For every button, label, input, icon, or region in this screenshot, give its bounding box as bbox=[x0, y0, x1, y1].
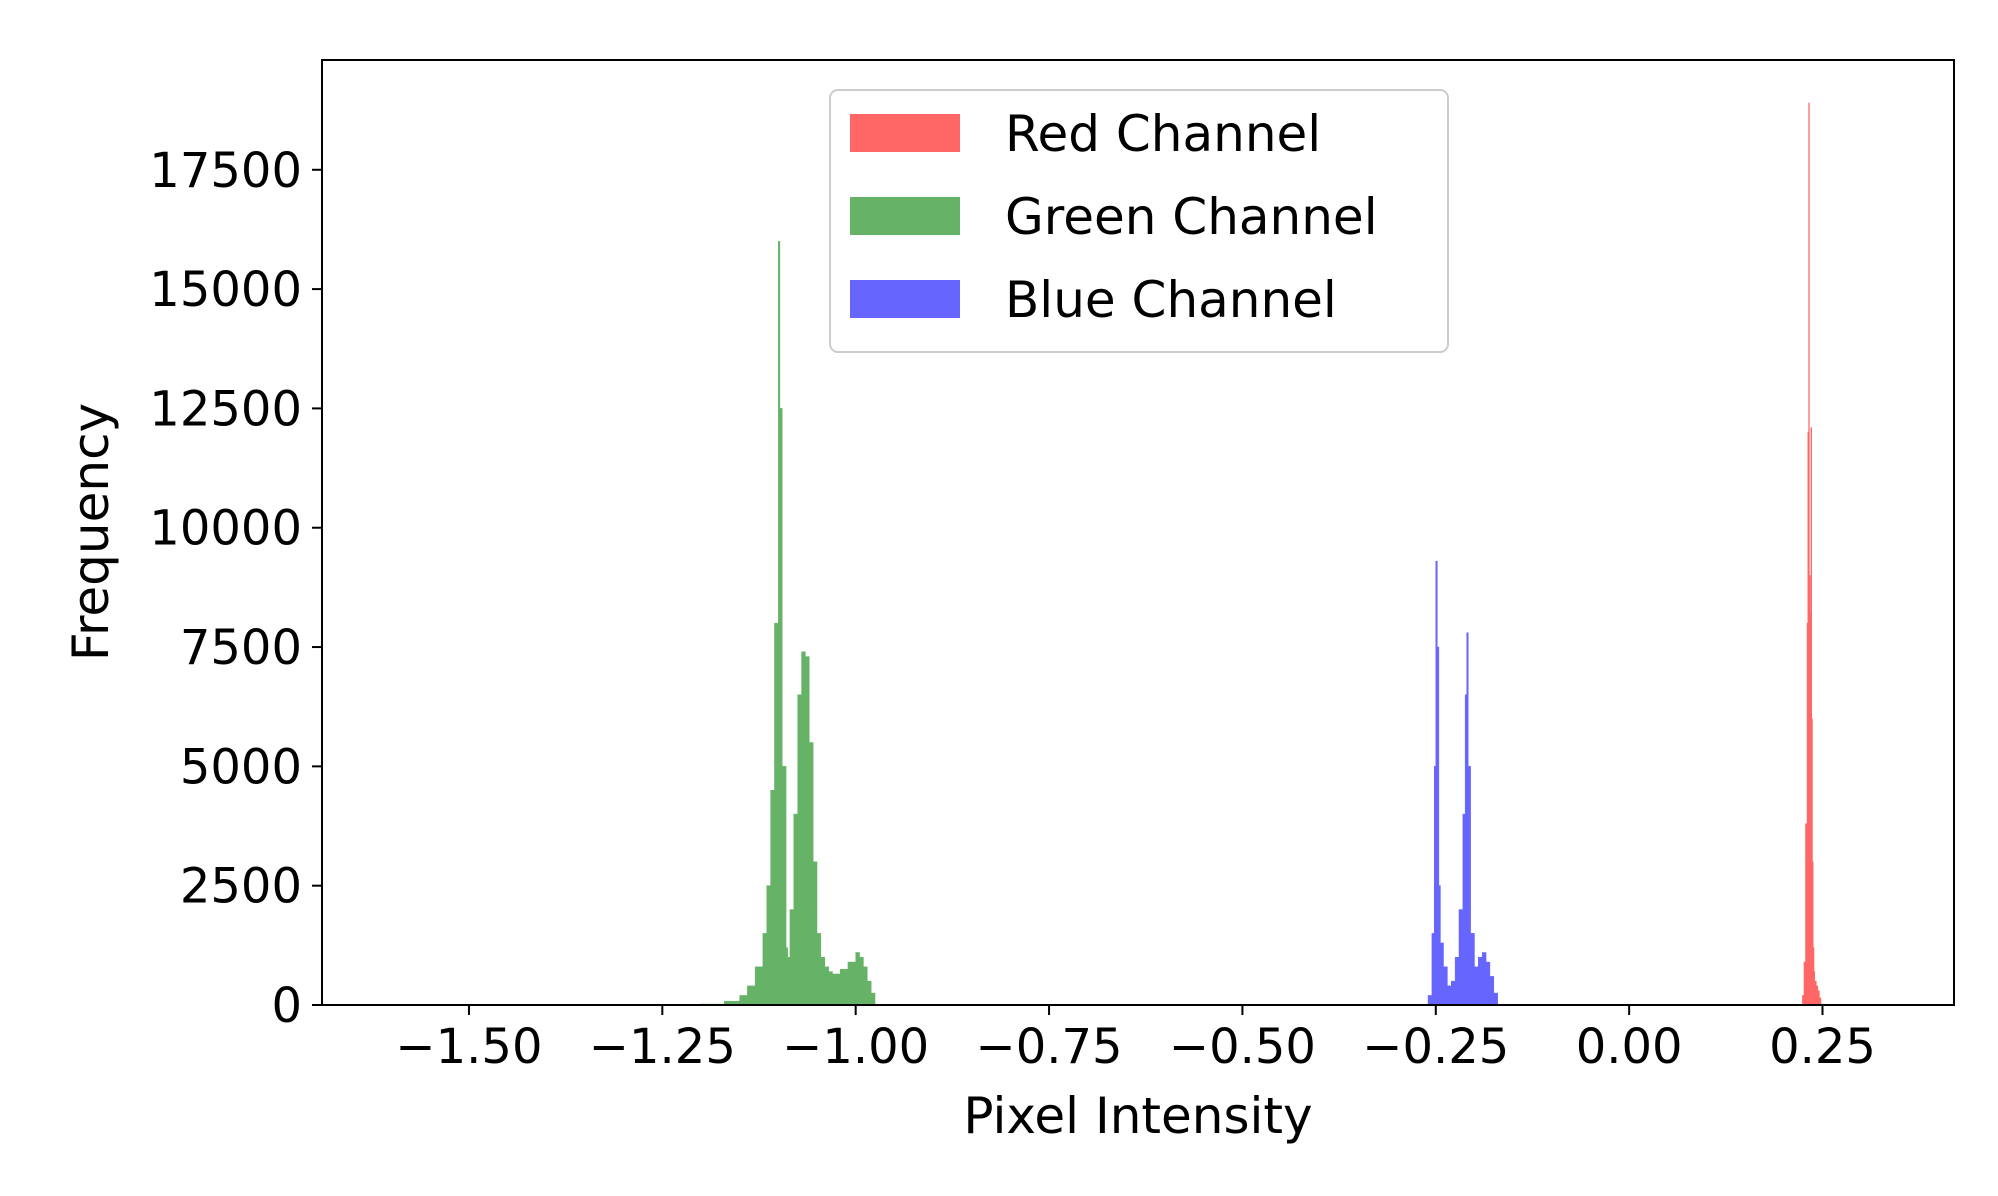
green-channel-bar bbox=[820, 957, 826, 1006]
blue-channel-bar bbox=[1462, 813, 1466, 1006]
red-channel-bar bbox=[1819, 997, 1822, 1006]
green-channel-bar bbox=[779, 408, 783, 1006]
legend-swatch-blue-channel bbox=[850, 280, 960, 318]
legend-label-green-channel: Green Channel bbox=[1005, 188, 1378, 246]
x-tick-label: −1.00 bbox=[782, 1019, 929, 1075]
legend-label-blue-channel: Blue Channel bbox=[1005, 271, 1337, 329]
legend-box bbox=[829, 89, 1449, 353]
x-tick-label: 0.00 bbox=[1576, 1019, 1683, 1075]
blue-channel-bar bbox=[1431, 933, 1435, 1006]
blue-channel-bar bbox=[1478, 957, 1483, 1006]
y-tick-label: 15000 bbox=[149, 262, 302, 318]
blue-channel-bar bbox=[1481, 952, 1487, 1006]
green-channel-bar bbox=[805, 656, 810, 1006]
blue-channel-bar bbox=[1489, 976, 1495, 1006]
green-channel-bar bbox=[867, 980, 872, 1006]
y-tick-label: 10000 bbox=[149, 501, 302, 557]
blue-channel-bar bbox=[1454, 957, 1460, 1006]
blue-channel-bar bbox=[1427, 995, 1433, 1006]
green-channel-bar bbox=[766, 885, 771, 1006]
x-tick-label: −0.50 bbox=[1169, 1019, 1316, 1075]
y-axis-title: Frequency bbox=[62, 403, 120, 661]
green-channel-bar bbox=[816, 933, 822, 1006]
green-channel-bar bbox=[739, 995, 748, 1006]
green-channel-bar bbox=[812, 861, 818, 1006]
green-channel-bar bbox=[809, 742, 814, 1006]
y-tick-label: 12500 bbox=[149, 381, 302, 437]
green-channel-bar bbox=[847, 961, 856, 1006]
blue-channel-bar bbox=[1493, 992, 1498, 1006]
legend-swatch-red-channel bbox=[850, 114, 960, 152]
green-channel-bar bbox=[839, 968, 849, 1006]
blue-channel-bar bbox=[1443, 966, 1448, 1006]
green-channel-bar bbox=[781, 766, 787, 1006]
green-channel-bar bbox=[832, 973, 841, 1006]
y-tick-label: 0 bbox=[271, 978, 302, 1034]
blue-channel-bar bbox=[1451, 980, 1456, 1006]
green-channel-bar bbox=[824, 966, 829, 1006]
legend-items: Red Channel Green Channel Blue Channel bbox=[850, 105, 1378, 329]
green-channel-bar bbox=[754, 966, 764, 1006]
legend: Red Channel Green Channel Blue Channel bbox=[829, 89, 1449, 353]
green-channel-bar bbox=[787, 957, 791, 1006]
x-tick-label: −1.50 bbox=[395, 1019, 542, 1075]
x-tick-label: −1.25 bbox=[589, 1019, 736, 1075]
green-channel-bar bbox=[870, 992, 876, 1006]
legend-label-red-channel: Red Channel bbox=[1005, 105, 1321, 163]
x-tick-label: 0.25 bbox=[1769, 1019, 1876, 1075]
blue-channel-bar bbox=[1440, 942, 1444, 1006]
green-channel-bar bbox=[859, 957, 864, 1006]
blue-channel-bar bbox=[1447, 985, 1452, 1006]
blue-channel-bar bbox=[1474, 966, 1479, 1006]
x-tick-label: −0.25 bbox=[1362, 1019, 1509, 1075]
green-channel-bar bbox=[789, 909, 795, 1006]
y-tick-label: 17500 bbox=[149, 143, 302, 199]
y-tick-label: 5000 bbox=[180, 739, 302, 795]
y-tick-label: 7500 bbox=[180, 620, 302, 676]
green-channel-series bbox=[700, 241, 876, 1006]
plot-frame bbox=[321, 59, 1955, 1006]
green-channel-bar bbox=[770, 789, 775, 1006]
x-axis-title: Pixel Intensity bbox=[963, 1087, 1312, 1145]
green-channel-bar bbox=[801, 651, 806, 1006]
x-axis-ticks: −1.50 −1.25 −1.00 −0.75 −0.50 −0.25 0.00 0.25 bbox=[395, 1005, 1876, 1075]
legend-swatch-green-channel bbox=[850, 197, 960, 235]
blue-channel-bar bbox=[1470, 933, 1475, 1006]
green-channel-bar bbox=[855, 952, 860, 1006]
green-channel-bar bbox=[863, 966, 868, 1006]
blue-channel-bar bbox=[1468, 766, 1471, 1006]
y-axis-ticks: 0 2500 5000 7500 10000 12500 15000 17500 bbox=[149, 143, 322, 1034]
green-channel-bar bbox=[793, 813, 798, 1006]
y-tick-label: 2500 bbox=[180, 859, 302, 915]
green-channel-bar bbox=[797, 694, 802, 1006]
green-channel-bar bbox=[774, 622, 779, 1006]
green-channel-bar bbox=[762, 933, 767, 1006]
blue-channel-bar bbox=[1458, 909, 1464, 1006]
x-tick-label: −0.75 bbox=[976, 1019, 1123, 1075]
green-channel-bar bbox=[747, 985, 756, 1006]
blue-channel-bar bbox=[1485, 961, 1491, 1006]
green-channel-bar bbox=[828, 971, 833, 1006]
